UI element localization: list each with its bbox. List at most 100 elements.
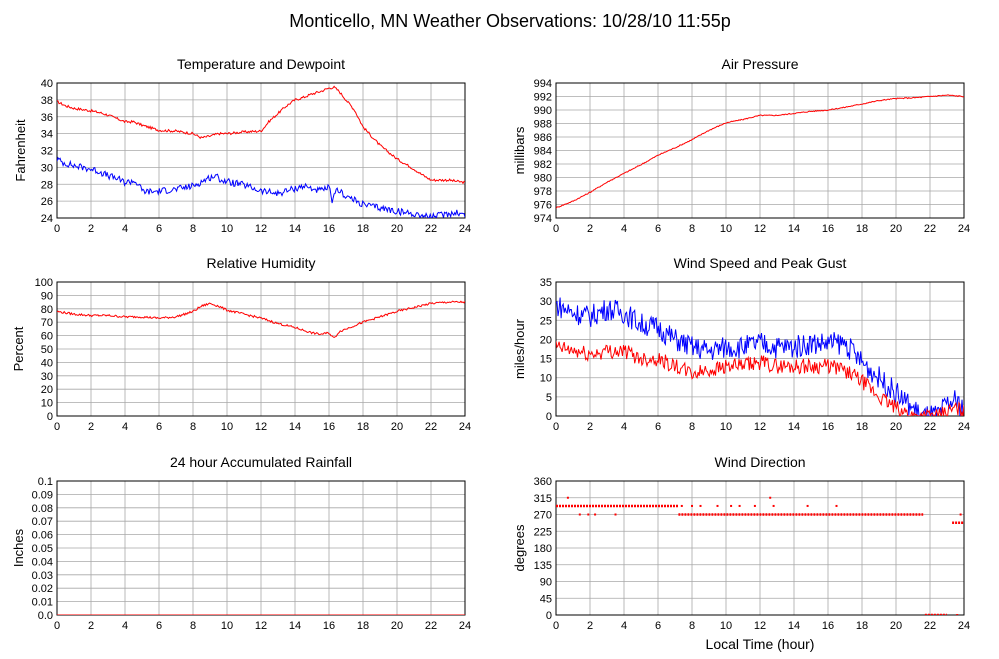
dir-point (566, 496, 569, 499)
press-series-line (556, 94, 964, 209)
press-y-tick-label: 982 (534, 159, 552, 171)
rh-x-tick-label: 6 (156, 421, 162, 433)
dir-x-tick-label: 2 (587, 620, 593, 632)
rh-x-tick-label: 10 (221, 421, 233, 433)
rain-x-tick-label: 8 (190, 620, 196, 632)
wind-chart-title: Wind Speed and Peak Gust (674, 255, 847, 271)
dir-series (556, 496, 964, 615)
dir-y-tick-label: 225 (534, 526, 552, 538)
press-chart-title: Air Pressure (721, 56, 798, 72)
press-y-tick-label: 984 (534, 146, 552, 158)
rh-x-tick-label: 0 (54, 421, 60, 433)
press-x-tick-label: 10 (720, 223, 732, 235)
wind-y-tick-label: 25 (540, 315, 552, 327)
temp-plot-border (56, 82, 466, 219)
rh-y-tick-label: 90 (41, 290, 53, 302)
press-y-tick-label: 978 (534, 186, 552, 198)
wind-x-tick-label: 18 (856, 421, 868, 433)
dir-point (680, 504, 683, 507)
rain-y-tick-label: 0.01 (32, 597, 53, 609)
dir-y-tick-label: 45 (540, 593, 552, 605)
wind-x-tick-label: 24 (958, 421, 970, 433)
dir-point (614, 513, 617, 516)
dir-point (699, 504, 702, 507)
wind-x-tick-label: 2 (587, 421, 593, 433)
rh-y-tick-label: 20 (41, 384, 53, 396)
temp-x-tick-label: 4 (122, 223, 128, 235)
press-y-tick-label: 986 (534, 132, 552, 144)
dir-y-tick-label: 180 (534, 543, 552, 555)
wind-x-tick-label: 16 (822, 421, 834, 433)
wind-y-tick-label: 15 (540, 354, 552, 366)
press-x-tick-label: 24 (958, 223, 970, 235)
wind-x-tick-label: 20 (890, 421, 902, 433)
temp-y-tick-label: 24 (41, 213, 53, 225)
temp-y-axis-label: Fahrenheit (13, 119, 28, 182)
dir-point (587, 513, 590, 516)
temp-y-tick-label: 26 (41, 196, 53, 208)
dir-y-tick-label: 360 (534, 476, 552, 488)
rain-y-axis-label: Inches (11, 528, 26, 567)
wind-x-tick-label: 6 (655, 421, 661, 433)
press-y-tick-label: 980 (534, 173, 552, 185)
press-y-tick-label: 994 (534, 78, 552, 90)
dir-x-tick-label: 10 (720, 620, 732, 632)
rh-x-tick-label: 8 (190, 421, 196, 433)
dir-point (769, 496, 772, 499)
wind-x-tick-label: 12 (754, 421, 766, 433)
dir-point (578, 513, 581, 516)
temp-x-tick-label: 16 (323, 223, 335, 235)
rain-x-tick-label: 4 (122, 620, 128, 632)
press-x-tick-label: 6 (655, 223, 661, 235)
temp-y-tick-label: 36 (41, 112, 53, 124)
rain-x-tick-label: 10 (221, 620, 233, 632)
press-x-tick-label: 12 (754, 223, 766, 235)
dir-x-tick-label: 12 (754, 620, 766, 632)
dir-y-tick-label: 315 (534, 493, 552, 505)
press-y-tick-label: 974 (534, 213, 552, 225)
rain-x-tick-label: 2 (88, 620, 94, 632)
wind-y-tick-label: 10 (540, 373, 552, 385)
dir-x-tick-label: 22 (924, 620, 936, 632)
rh-y-tick-label: 60 (41, 331, 53, 343)
rh-y-tick-label: 50 (41, 344, 53, 356)
temp-x-tick-label: 20 (391, 223, 403, 235)
dir-point (753, 504, 756, 507)
dir-y-tick-label: 0 (546, 610, 552, 622)
press-x-tick-label: 4 (621, 223, 627, 235)
temp-y-tick-label: 28 (41, 179, 53, 191)
rain-y-tick-label: 0.0 (38, 610, 53, 622)
dir-point (730, 504, 733, 507)
rh-y-tick-label: 0 (47, 411, 53, 423)
temp-x-tick-label: 0 (54, 223, 60, 235)
press-y-tick-label: 992 (534, 92, 552, 104)
dir-y-tick-label: 270 (534, 510, 552, 522)
rain-y-tick-label: 0.02 (32, 583, 53, 595)
rh-y-tick-label: 40 (41, 357, 53, 369)
wind-x-tick-label: 10 (720, 421, 732, 433)
temp-x-tick-label: 8 (190, 223, 196, 235)
press-x-tick-label: 0 (553, 223, 559, 235)
press-x-tick-label: 18 (856, 223, 868, 235)
rain-y-tick-label: 0.03 (32, 570, 53, 582)
press-y-tick-label: 990 (534, 105, 552, 117)
rh-chart: 0 2 4 6 8 10 12 14 16 18 20 22 240102030405060708090… (11, 255, 471, 433)
rh-x-tick-label: 14 (289, 421, 301, 433)
wind-x-tick-label: 8 (689, 421, 695, 433)
dir-y-tick-label: 90 (540, 577, 552, 589)
rain-x-tick-label: 18 (357, 620, 369, 632)
rain-y-tick-label: 0.08 (32, 503, 53, 515)
wind-x-tick-label: 4 (621, 421, 627, 433)
press-y-axis-label: millibars (512, 126, 527, 174)
dir-chart-title: Wind Direction (714, 454, 805, 470)
rh-series-line (57, 300, 465, 338)
temp-y-tick-label: 30 (41, 162, 53, 174)
press-y-tick-label: 988 (534, 119, 552, 131)
wind-y-tick-label: 5 (546, 392, 552, 404)
wind-y-tick-label: 0 (546, 411, 552, 423)
temp-x-tick-label: 18 (357, 223, 369, 235)
rh-y-axis-label: Percent (11, 326, 26, 371)
temp-x-tick-label: 14 (289, 223, 301, 235)
charts-area: 0 2 4 6 8 10 12 14 16 18 20 22 24242628303234363840T… (11, 56, 970, 632)
dir-y-axis-label: degrees (512, 524, 527, 571)
